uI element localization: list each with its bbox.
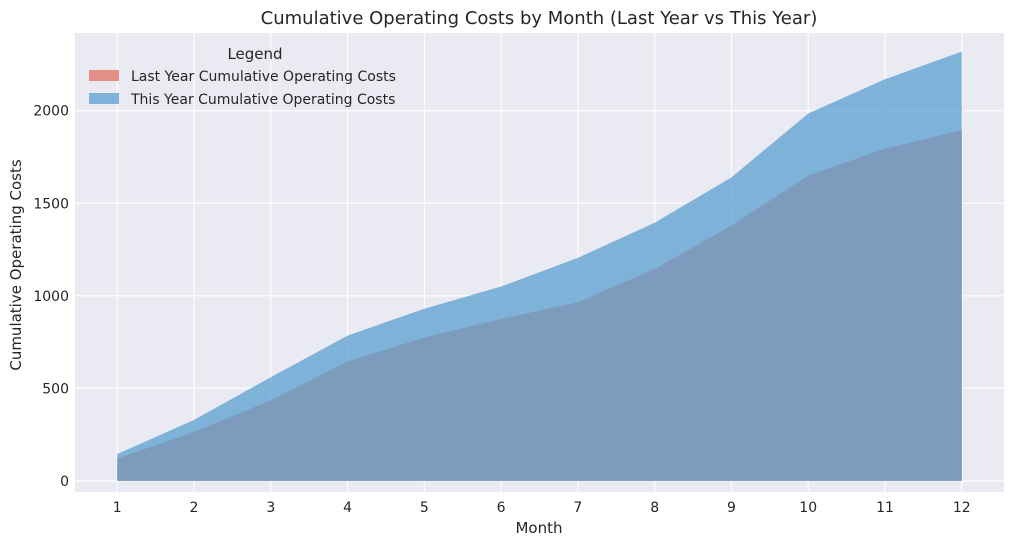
y-tick-label: 1500 (33, 196, 69, 212)
x-tick-label: 9 (727, 500, 736, 516)
x-tick-label: 8 (650, 500, 659, 516)
y-tick-label: 500 (42, 381, 69, 397)
legend-swatch (89, 93, 119, 104)
x-tick-label: 3 (266, 500, 275, 516)
x-tick-label: 1 (113, 500, 122, 516)
x-tick-label: 4 (343, 500, 352, 516)
y-tick-label: 2000 (33, 104, 69, 120)
legend-title: Legend (227, 45, 282, 63)
x-tick-label: 11 (876, 500, 894, 516)
x-tick-label: 2 (190, 500, 199, 516)
y-tick-label: 0 (60, 474, 69, 490)
legend-items: Last Year Cumulative Operating Costs This… (89, 69, 396, 108)
chart-title: Cumulative Operating Costs by Month (Las… (261, 8, 818, 29)
legend-label: Last Year Cumulative Operating Costs (131, 69, 396, 85)
legend: Legend Last Year Cumulative Operating Co… (89, 45, 396, 108)
x-tick-label: 5 (420, 500, 429, 516)
x-tick-label: 10 (799, 500, 817, 516)
area-series-1 (117, 51, 962, 481)
y-axis-label: Cumulative Operating Costs (7, 159, 25, 370)
legend-label: This Year Cumulative Operating Costs (130, 92, 395, 108)
y-tick-label: 1000 (33, 289, 69, 305)
x-tick-label: 12 (953, 500, 971, 516)
x-tick-label: 7 (573, 500, 582, 516)
x-axis-label: Month (515, 519, 562, 537)
x-tick-label: 6 (497, 500, 506, 516)
legend-swatch (89, 70, 119, 81)
area-series-layer (117, 51, 962, 481)
